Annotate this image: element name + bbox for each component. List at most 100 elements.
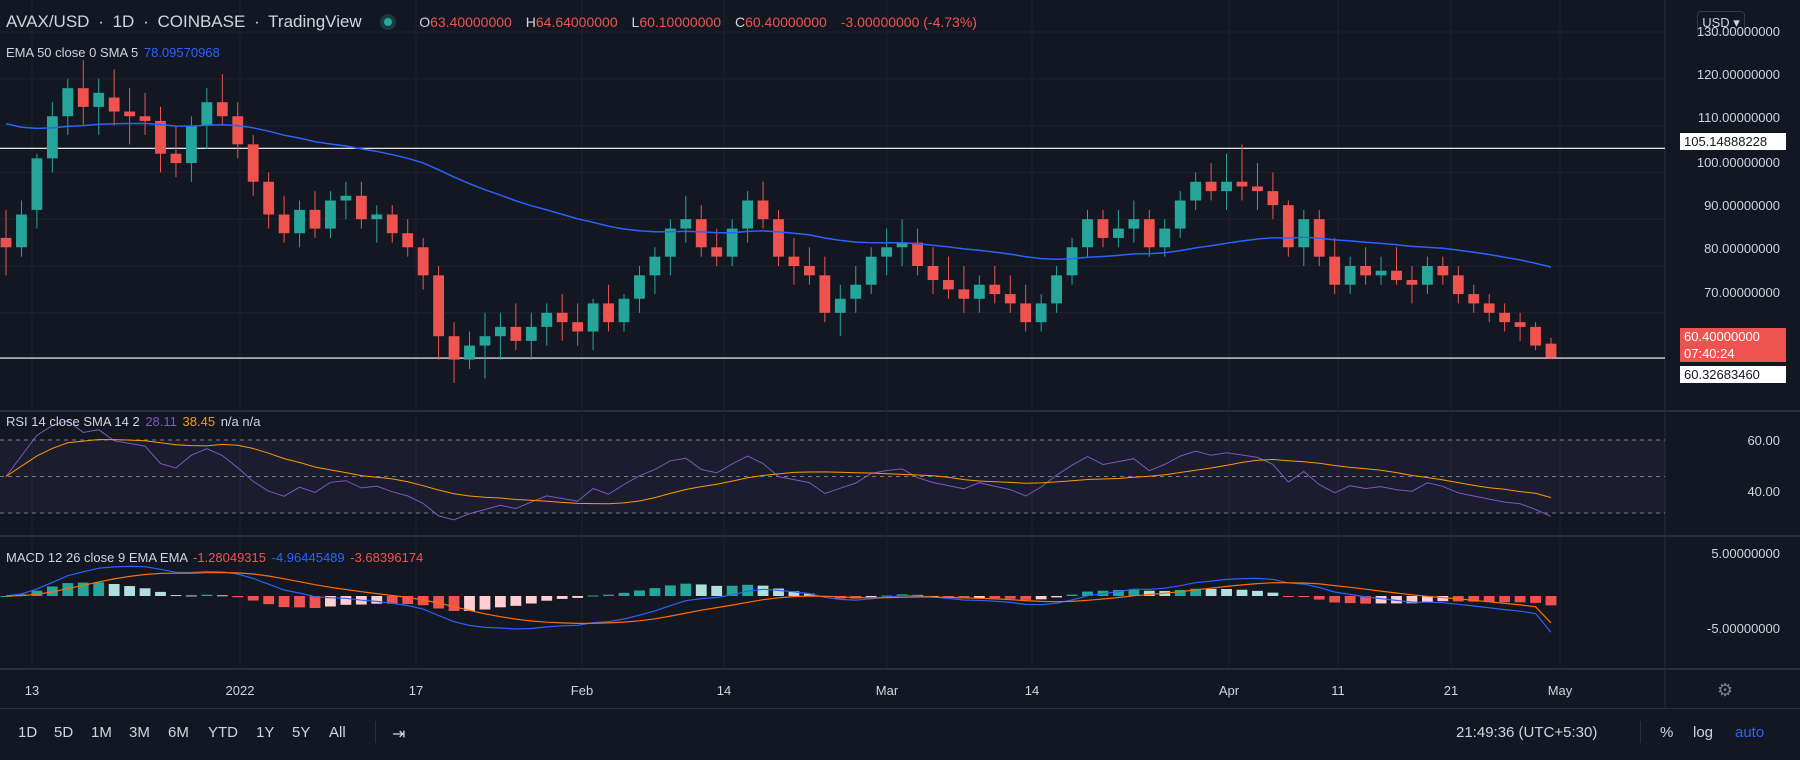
rsi-legend[interactable]: RSI 14 close SMA 14 2 28.11 38.45 n/a n/… <box>6 414 261 429</box>
candle <box>1097 219 1109 238</box>
macd-histogram-bar <box>417 596 429 606</box>
candle <box>1082 219 1093 248</box>
chevron-down-icon: ▾ <box>1733 15 1740 30</box>
macd-histogram-bar <box>943 596 954 598</box>
candle <box>1421 266 1433 285</box>
candle <box>1221 181 1232 192</box>
range-3m[interactable]: 3M <box>129 724 150 741</box>
range-1m[interactable]: 1M <box>91 724 112 741</box>
ema-legend[interactable]: EMA 50 close 0 SMA 5 78.09570968 <box>6 45 220 60</box>
range-all[interactable]: All <box>329 724 346 741</box>
candle <box>1051 275 1063 304</box>
macd-histogram-bar <box>803 593 815 596</box>
candle <box>1344 266 1356 285</box>
macd-histogram-bar <box>711 585 723 596</box>
range-6m[interactable]: 6M <box>168 724 189 741</box>
candle <box>1128 219 1140 229</box>
candle <box>1112 228 1124 238</box>
high-value: 64.64000000 <box>535 14 618 30</box>
macd-histogram-bar <box>1391 596 1402 604</box>
close-value: 60.40000000 <box>745 14 827 30</box>
percent-toggle[interactable]: % <box>1660 724 1674 741</box>
range-5y[interactable]: 5Y <box>292 724 311 741</box>
macd-histogram-bar <box>1082 591 1093 596</box>
candle <box>572 322 584 332</box>
macd-histogram-bar <box>1298 596 1310 598</box>
clock[interactable]: 21:49:36 (UTC+5:30) <box>1456 724 1598 741</box>
time-axis-label: Apr <box>1218 683 1240 698</box>
candle <box>634 275 645 299</box>
range-1d[interactable]: 1D <box>18 724 38 741</box>
candle <box>16 214 27 248</box>
range-1y[interactable]: 1Y <box>256 724 275 741</box>
candle <box>1236 181 1248 187</box>
candle <box>46 116 58 159</box>
macd-histogram-bar <box>201 594 213 596</box>
candle <box>371 214 383 220</box>
candle <box>139 116 151 121</box>
exchange: COINBASE <box>157 12 246 31</box>
macd-signal-line <box>5 571 1552 625</box>
candle <box>1252 186 1263 192</box>
candle <box>711 247 723 257</box>
macd-histogram-bar <box>1406 596 1418 604</box>
candle <box>541 312 553 327</box>
price-axis-label: 130.00000000 <box>1696 24 1780 39</box>
rsi-sma-line <box>5 438 1552 505</box>
macd-histogram-bar <box>309 596 321 609</box>
macd-histogram-bar <box>1344 596 1356 604</box>
brand: TradingView <box>268 12 362 31</box>
candle <box>1545 343 1557 358</box>
macd-histogram-bar <box>757 585 769 596</box>
candle <box>1035 303 1047 323</box>
candle <box>1159 228 1171 248</box>
macd-histogram-bar <box>1545 596 1557 606</box>
candle <box>108 97 120 112</box>
candle <box>1329 256 1341 285</box>
candle <box>1468 294 1480 304</box>
macd-histogram-bar <box>170 595 182 597</box>
time-axis-label: Mar <box>875 683 899 698</box>
macd-histogram-bar <box>572 596 584 598</box>
time-axis-label: 13 <box>24 683 40 698</box>
candle <box>1514 322 1526 327</box>
currency-selector[interactable]: USD ▾ <box>1697 11 1745 35</box>
macd-histogram-bar <box>77 582 89 596</box>
candle <box>603 303 614 323</box>
macd-histogram-bar <box>46 586 58 596</box>
ema-value: 78.09570968 <box>143 45 220 60</box>
candle <box>958 289 970 299</box>
macd-axis-label: 5.00000000 <box>1711 546 1780 561</box>
candle <box>263 181 275 215</box>
macd-histogram-bar <box>541 596 553 601</box>
time-axis-label: 17 <box>408 683 424 698</box>
log-toggle[interactable]: log <box>1693 724 1714 741</box>
time-axis-label: 21 <box>1443 683 1459 698</box>
rsi-sma-value: 38.45 <box>182 414 216 429</box>
macd-histogram-bar <box>1437 596 1449 602</box>
macd-histogram-bar <box>1375 596 1387 604</box>
candle <box>309 209 321 229</box>
candle <box>1174 200 1186 229</box>
interval[interactable]: 1D <box>112 12 135 31</box>
auto-toggle[interactable]: auto <box>1735 724 1765 741</box>
low-value: 60.10000000 <box>639 14 722 30</box>
symbol-name[interactable]: AVAX/USD <box>6 12 90 31</box>
date-range-icon[interactable]: ⇥ <box>392 726 406 743</box>
candle <box>201 102 213 126</box>
range-5d[interactable]: 5D <box>54 724 74 741</box>
macd-histogram-bar <box>603 594 614 596</box>
range-ytd[interactable]: YTD <box>208 724 238 741</box>
candle <box>1499 312 1511 323</box>
macd-histogram-bar <box>1483 596 1495 602</box>
resistance-price-tag: 105.14888228 <box>1680 133 1786 150</box>
macd-histogram-bar <box>556 596 568 599</box>
macd-legend[interactable]: MACD 12 26 close 9 EMA EMA -1.28049315 -… <box>6 550 424 565</box>
candle <box>448 336 460 360</box>
macd-histogram-bar <box>695 584 707 596</box>
gear-icon[interactable]: ⚙ <box>1717 680 1734 700</box>
candle <box>402 233 414 248</box>
candle <box>973 284 985 299</box>
candle <box>185 125 197 164</box>
